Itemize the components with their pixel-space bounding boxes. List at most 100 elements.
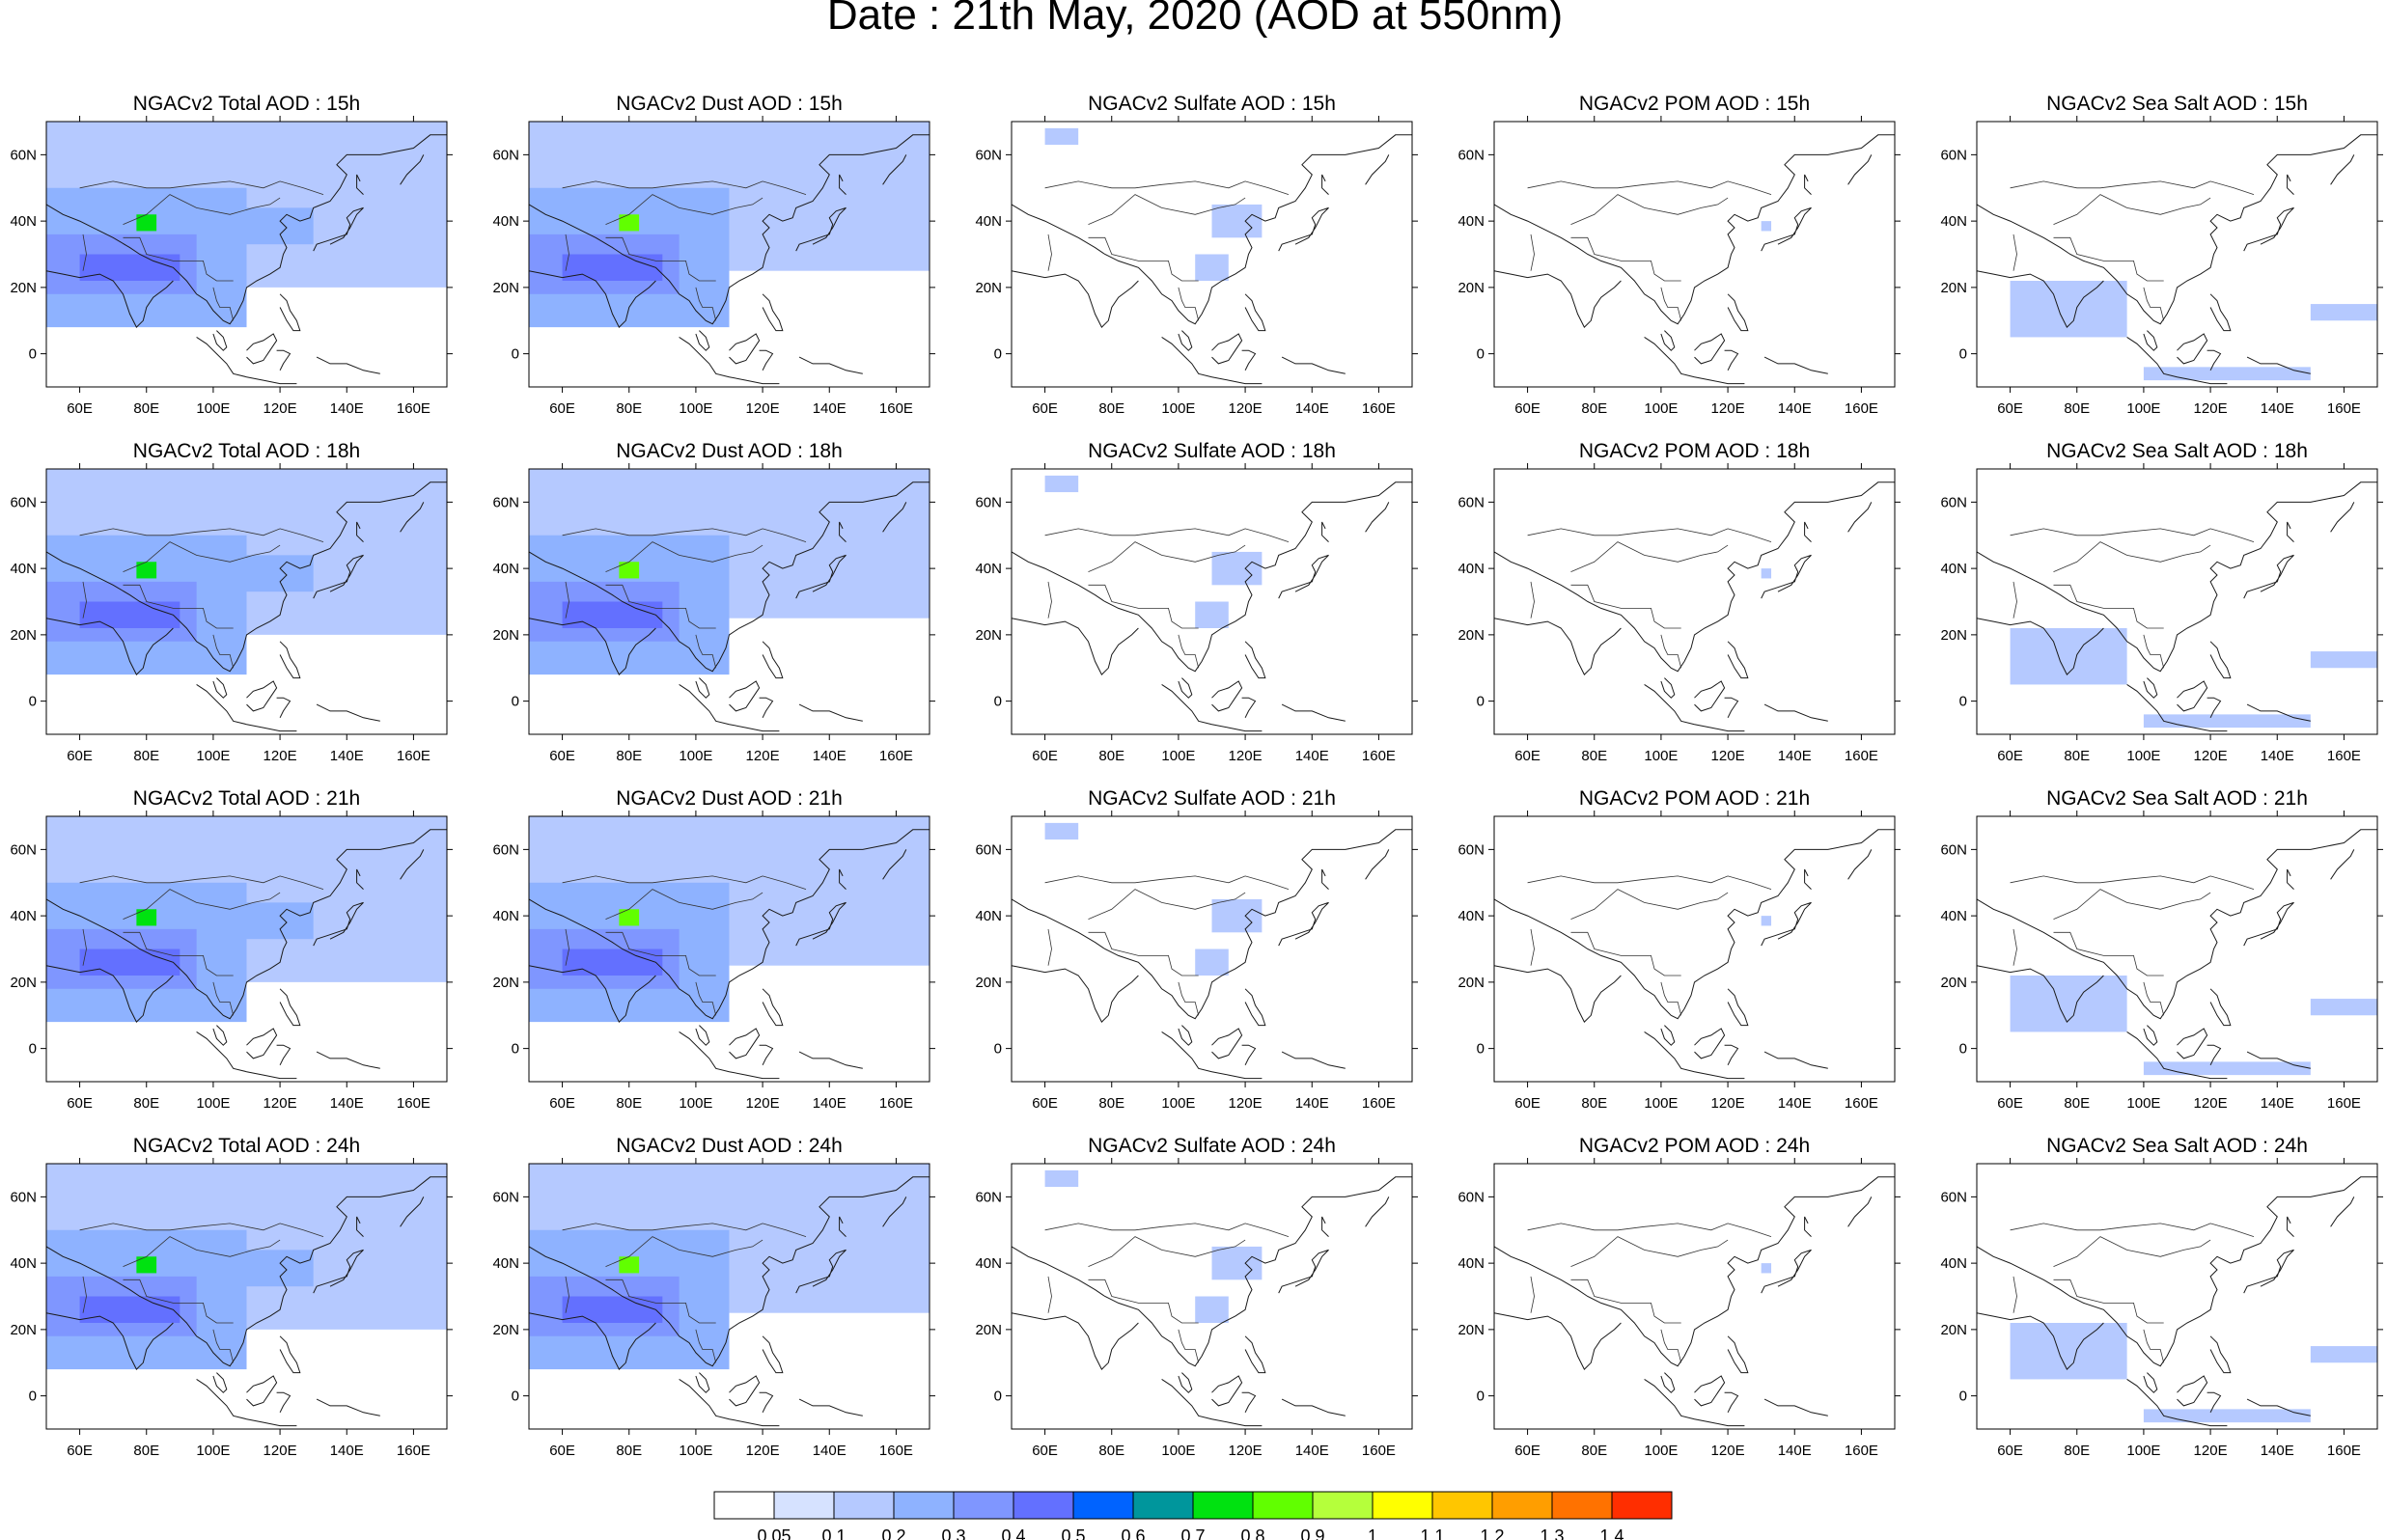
country-border (1570, 1279, 1681, 1324)
country-border (2010, 875, 2255, 890)
coastline (356, 1216, 364, 1237)
country-border (2012, 581, 2017, 619)
coastline (2207, 697, 2222, 719)
coastline (1365, 1196, 1390, 1227)
country-border (2053, 584, 2164, 629)
coastline (313, 1249, 364, 1294)
colorbar-label: 1.3 (1540, 1526, 1564, 1540)
y-tick-label: 20N (1940, 627, 1967, 644)
aod-region (2310, 304, 2377, 321)
y-tick-label: 0 (512, 694, 519, 710)
country-border (1527, 528, 1772, 542)
coastline (2209, 988, 2232, 1027)
map-frame (1976, 1163, 2378, 1430)
x-tick-label: 160E (879, 400, 913, 417)
x-tick-label: 60E (549, 748, 575, 764)
y-tick-label: 40N (1940, 908, 1967, 924)
coastline (1976, 965, 2104, 1023)
x-tick-label: 140E (1778, 1095, 1812, 1112)
colorbar-swatch (1132, 1491, 1194, 1520)
y-tick-label: 20N (10, 975, 37, 991)
aod-region (79, 601, 180, 628)
y-tick-label: 40N (1457, 1255, 1485, 1272)
map-panel-total-0: NGACv2 Total AOD : 15h 60E 80E 100E 120E 140E… (10, 93, 453, 417)
x-tick-label: 60E (1032, 748, 1058, 764)
coastline (882, 849, 907, 880)
coastline (1804, 521, 1812, 542)
country-border (1530, 1276, 1535, 1313)
x-tick-label: 60E (67, 1443, 93, 1459)
coastline (839, 174, 847, 195)
country-border (562, 180, 807, 195)
map-panel-pom-0: NGACv2 POM AOD : 15h 60E 80E 100E 120E 140E 16… (1457, 93, 1901, 417)
y-tick-label: 20N (492, 1322, 519, 1338)
map-background (1494, 816, 1895, 1082)
coastline (1763, 1051, 1828, 1069)
y-tick-label: 60N (1940, 147, 1967, 163)
x-tick-label: 120E (2194, 1443, 2228, 1459)
x-tick-label: 80E (133, 1095, 159, 1112)
coastline (695, 1372, 710, 1393)
coastline (795, 206, 847, 252)
y-tick-label: 60N (1457, 841, 1485, 858)
aod-region (1044, 1169, 1079, 1188)
x-tick-label: 100E (679, 400, 712, 417)
coastline (528, 829, 930, 1020)
panel-title: NGACv2 Total AOD : 15h (133, 93, 360, 115)
coastline (45, 829, 447, 1020)
coastline (695, 330, 710, 351)
aod-region (2010, 281, 2127, 338)
coastline (1321, 174, 1329, 195)
map-panel-total-1: NGACv2 Total AOD : 18h 60E 80E 100E 120E 140E… (10, 440, 453, 764)
coastline (1761, 1249, 1812, 1294)
coastline (2177, 1375, 2208, 1407)
figure-title: Date : 21th May, 2020 (AOD at 550nm) (827, 0, 1563, 39)
country-border (2053, 236, 2164, 282)
y-tick-label: 40N (492, 561, 519, 577)
coastline (1847, 849, 1873, 880)
y-tick-label: 20N (10, 1322, 37, 1338)
coastline (1011, 1176, 1412, 1367)
coastline (2209, 1335, 2232, 1374)
coastline (1178, 1372, 1193, 1393)
x-tick-label: 160E (2327, 748, 2361, 764)
y-tick-label: 0 (1477, 1389, 1485, 1405)
coastline (1694, 680, 1726, 712)
coastline (45, 1312, 174, 1370)
aod-region (2010, 628, 2127, 685)
coastline (1178, 1025, 1193, 1046)
country-border (1088, 194, 1246, 225)
country-border (1088, 541, 1246, 572)
x-tick-label: 80E (2064, 1095, 2090, 1112)
y-tick-label: 0 (29, 1041, 37, 1058)
coastline (1011, 1312, 1139, 1370)
panel-title: NGACv2 POM AOD : 21h (1579, 787, 1810, 810)
y-tick-label: 40N (10, 1255, 37, 1272)
coastline (1321, 521, 1329, 542)
country-border (123, 541, 281, 572)
x-tick-label: 140E (1295, 1443, 1329, 1459)
x-tick-label: 60E (67, 748, 93, 764)
y-tick-label: 0 (1477, 1041, 1485, 1058)
x-tick-label: 100E (1644, 400, 1678, 417)
coastline (1763, 703, 1828, 722)
map-panel-total-3: NGACv2 Total AOD : 24h 60E 80E 100E 120E 140E… (10, 1135, 453, 1459)
country-border (79, 180, 324, 195)
coastline (729, 1375, 761, 1407)
x-tick-label: 80E (616, 400, 642, 417)
country-border (2053, 1236, 2211, 1267)
country-border (123, 1236, 281, 1267)
coastline (1211, 1028, 1243, 1059)
y-tick-label: 60N (975, 1189, 1002, 1205)
x-tick-label: 100E (196, 748, 230, 764)
y-tick-label: 40N (1457, 908, 1485, 924)
colorbar-swatch (1192, 1491, 1254, 1520)
coastline (196, 336, 297, 385)
x-tick-label: 160E (397, 1095, 430, 1112)
aod-region (1195, 601, 1229, 628)
coastline (1976, 134, 2377, 325)
country-border (212, 981, 235, 1016)
coastline (1211, 680, 1243, 712)
map-frame (528, 121, 930, 388)
coastline (2126, 1378, 2228, 1427)
